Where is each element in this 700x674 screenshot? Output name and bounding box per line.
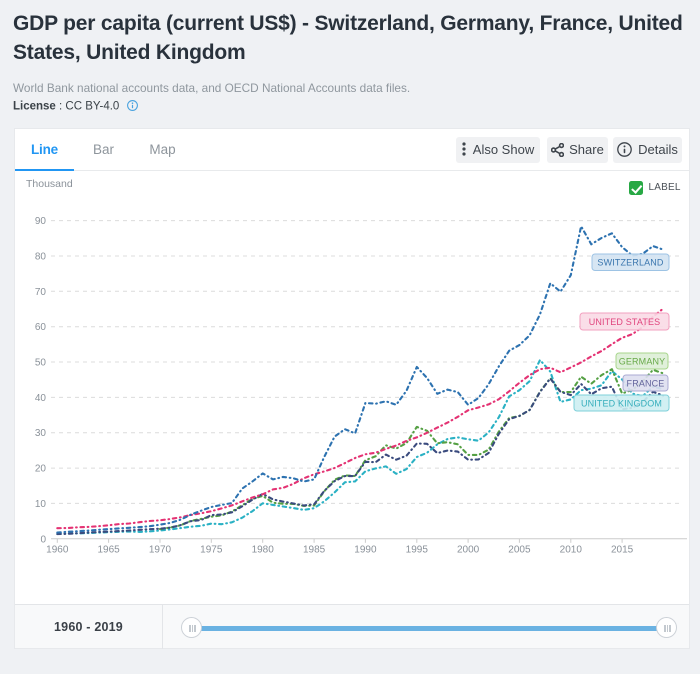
svg-text:1985: 1985 [303,544,326,555]
svg-text:UNITED STATES: UNITED STATES [589,317,661,327]
svg-text:FRANCE: FRANCE [627,378,665,388]
svg-text:2005: 2005 [508,544,531,555]
svg-text:1995: 1995 [406,544,429,555]
svg-text:70: 70 [35,287,47,298]
svg-text:UNITED KINGDOM: UNITED KINGDOM [581,398,662,408]
svg-text:2010: 2010 [560,544,583,555]
svg-text:30: 30 [35,428,47,439]
svg-text:20: 20 [35,464,47,475]
svg-text:GERMANY: GERMANY [619,356,666,366]
svg-text:90: 90 [35,216,47,227]
svg-text:2015: 2015 [611,544,634,555]
svg-text:10: 10 [35,499,47,510]
svg-text:1980: 1980 [252,544,275,555]
svg-text:80: 80 [35,252,47,263]
svg-text:1960: 1960 [46,544,69,555]
svg-text:1965: 1965 [97,544,120,555]
svg-text:1990: 1990 [354,544,377,555]
svg-text:SWITZERLAND: SWITZERLAND [597,258,664,268]
svg-text:50: 50 [35,358,47,369]
svg-text:0: 0 [40,534,46,545]
svg-text:40: 40 [35,393,47,404]
svg-text:1975: 1975 [200,544,223,555]
svg-text:60: 60 [35,322,47,333]
svg-text:2000: 2000 [457,544,480,555]
svg-text:1970: 1970 [149,544,172,555]
